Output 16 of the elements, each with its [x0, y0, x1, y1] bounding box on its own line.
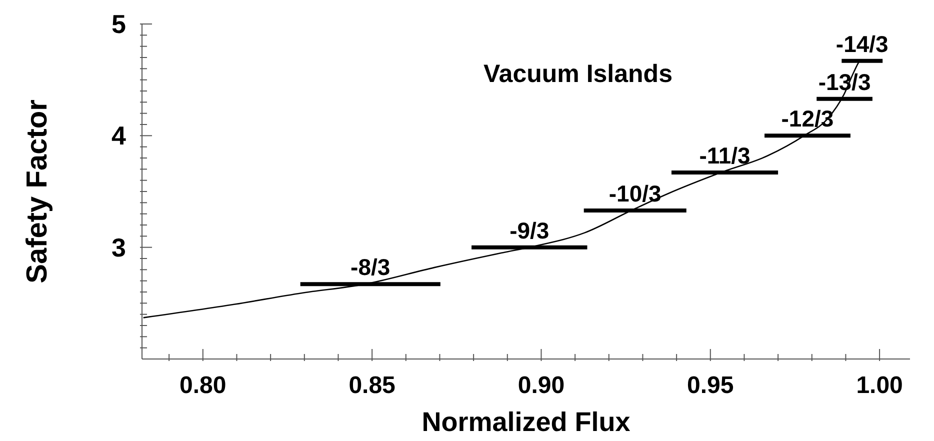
y-tick-label: 5: [112, 9, 126, 39]
y-axis-title: Safety Factor: [21, 100, 54, 284]
x-tick-label: 0.80: [180, 372, 226, 399]
y-tick-label: 3: [112, 232, 126, 262]
y-tick-label: 4: [112, 120, 127, 151]
x-axis-title: Normalized Flux: [422, 407, 630, 437]
series-label: -8/3: [350, 254, 390, 280]
series-label: -9/3: [510, 217, 550, 244]
x-tick-label: 1.00: [856, 372, 903, 399]
x-tick-label: 0.95: [687, 372, 734, 399]
x-tick-label: 0.85: [348, 372, 396, 399]
series-label: -14/3: [836, 30, 888, 57]
series-label: -11/3: [699, 142, 750, 169]
x-tick-label: 0.90: [518, 372, 565, 399]
series-label: -10/3: [608, 180, 662, 206]
annotation: Vacuum Islands: [482, 60, 674, 89]
